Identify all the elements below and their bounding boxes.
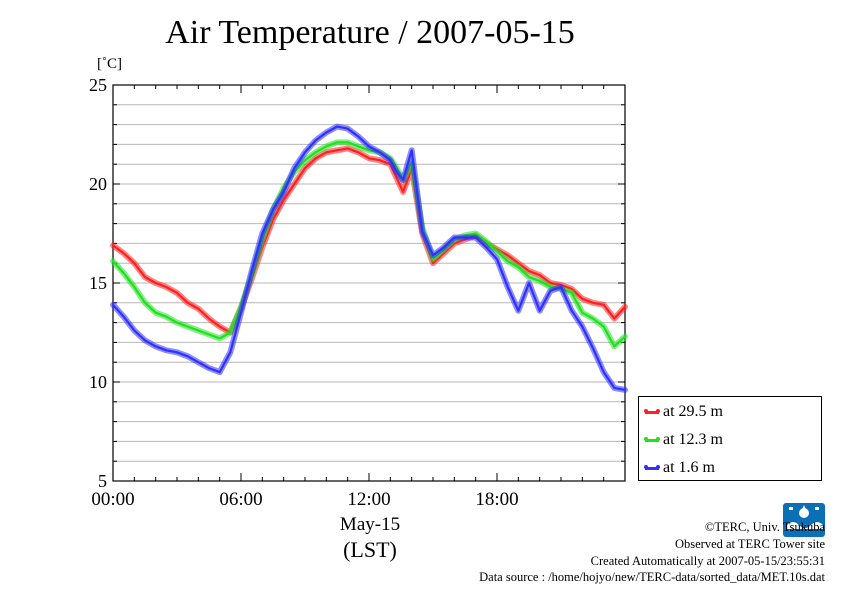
series-line (111, 125, 627, 391)
x-axis-timezone-label: (LST) (343, 537, 397, 562)
legend-label: at 1.6 m (663, 459, 715, 476)
y-axis-unit-label: [˚C] (97, 56, 122, 72)
legend-item-29-5m: at 29.5 m (644, 403, 723, 423)
chart-title: Air Temperature / 2007-05-15 (165, 14, 575, 51)
credit-org: ©TERC, Univ. Tsukuba (704, 520, 825, 534)
credit-site: Observed at TERC Tower site (674, 536, 825, 551)
y-tick-label: 15 (89, 273, 107, 293)
legend: at 29.5 m at 12.3 m at 1.6 m (638, 396, 822, 481)
x-tick-label: 18:00 (475, 489, 518, 510)
legend-swatch-blue (644, 465, 660, 470)
x-tick-label: 12:00 (347, 489, 390, 510)
legend-label: at 12.3 m (663, 431, 723, 448)
y-tick-label: 5 (98, 471, 107, 491)
legend-label: at 29.5 m (663, 403, 723, 420)
series-line (111, 147, 627, 334)
y-tick-label: 20 (89, 174, 107, 194)
x-tick-label: 06:00 (219, 489, 262, 510)
legend-swatch-green (644, 437, 660, 442)
credits-block: ©TERC, Univ. Tsukuba Observed at TERC To… (479, 519, 825, 586)
y-tick-label: 10 (89, 372, 107, 392)
credit-source: Data source : /home/hojyo/new/TERC-data/… (479, 570, 825, 585)
credit-created: Created Automatically at 2007-05-15/23:5… (590, 553, 825, 568)
y-tick-label: 25 (89, 75, 107, 95)
legend-item-1-6m: at 1.6 m (644, 459, 715, 479)
terc-logo (783, 503, 825, 537)
x-axis-date-label: May-15 (339, 514, 401, 535)
x-tick-label: 00:00 (91, 489, 134, 510)
legend-item-12-3m: at 12.3 m (644, 431, 723, 451)
legend-swatch-red (644, 409, 660, 414)
